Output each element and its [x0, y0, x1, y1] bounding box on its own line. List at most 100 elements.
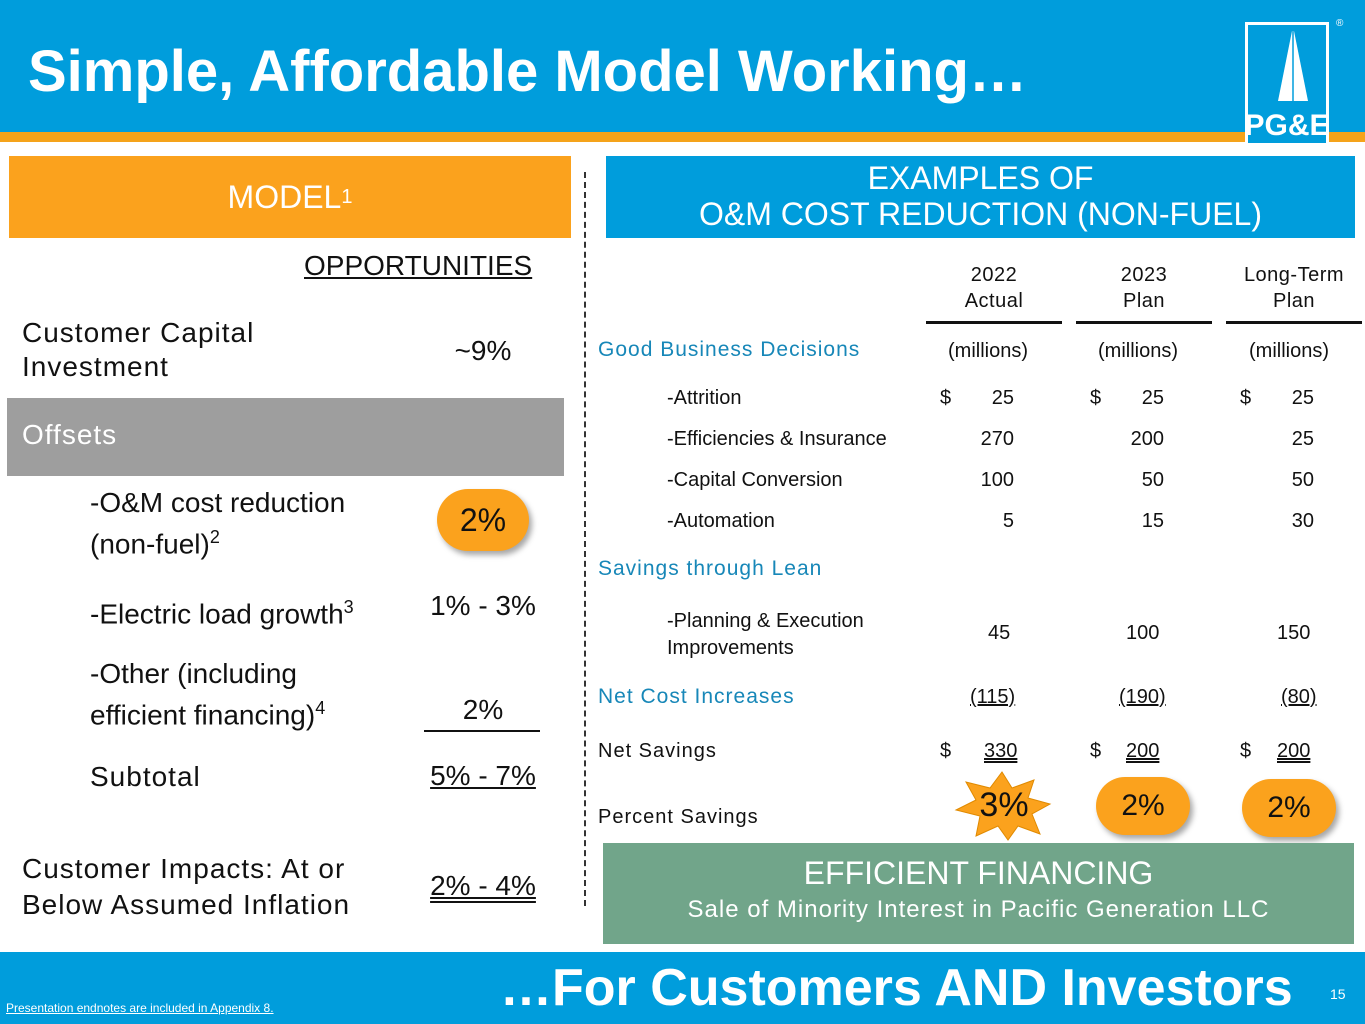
- net-savings-2023: 200: [1126, 740, 1160, 762]
- planning-label-line1: -Planning & Execution: [667, 610, 864, 632]
- currency-2022: $: [940, 387, 952, 409]
- om-label-line1: -O&M cost reduction: [90, 487, 346, 518]
- load-growth-label: -Electric load growth3: [90, 590, 354, 631]
- endnote-link[interactable]: Presentation endnotes are included in Ap…: [6, 1001, 274, 1015]
- column-rule-long-term: [1226, 321, 1362, 324]
- footer-tagline: …For Customers AND Investors: [500, 959, 1293, 1017]
- capital-conversion-2023: 50: [1141, 469, 1164, 491]
- subtotal-rule: [424, 730, 540, 732]
- net-savings-label: Net Savings: [598, 740, 717, 762]
- load-sup: 3: [343, 597, 354, 617]
- other-financing-value: 2%: [462, 694, 504, 725]
- attrition-long-term: 25: [1291, 387, 1314, 409]
- lean-label: Savings through Lean: [598, 557, 823, 580]
- model-header: MODEL 1: [9, 156, 571, 238]
- planning-long-term: 150: [1277, 622, 1311, 644]
- financing-title: EFFICIENT FINANCING: [803, 855, 1154, 891]
- starburst-badge-2022: [954, 771, 1052, 841]
- offsets-label: Offsets: [22, 419, 118, 450]
- attrition-label: -Attrition: [667, 387, 742, 409]
- header-stripe: [0, 132, 1365, 142]
- planning-2023: 100: [1126, 622, 1160, 644]
- column-header-long-term: Long-Term Plan: [1224, 262, 1364, 314]
- pge-logo: PG&E: [1244, 22, 1330, 146]
- currency-2023: $: [1090, 387, 1102, 409]
- other-label-line1: -Other (including: [90, 658, 297, 689]
- capital-investment-label: Customer Capital Investment: [22, 316, 254, 384]
- capital-label-line2: Investment: [22, 351, 169, 382]
- om-reduction-badge: 2%: [437, 489, 529, 551]
- automation-label: -Automation: [667, 510, 775, 532]
- customer-impacts-value: 2% - 4%: [430, 870, 536, 901]
- net-savings-currency-long-term: $: [1240, 740, 1252, 762]
- column-divider: [584, 172, 586, 906]
- column-rule-2023: [1076, 321, 1212, 324]
- net-savings-long-term: 200: [1277, 740, 1311, 762]
- header-bar: [0, 0, 1365, 132]
- load-growth-value: 1% - 3%: [430, 590, 536, 621]
- examples-title-line1: EXAMPLES OF: [867, 160, 1094, 196]
- subtotal-label: Subtotal: [90, 761, 201, 792]
- currency-long-term: $: [1240, 387, 1252, 409]
- financing-subtitle: Sale of Minority Interest in Pacific Gen…: [687, 896, 1270, 923]
- offsets-bar: [7, 398, 564, 476]
- units-2022: (millions): [948, 340, 1028, 362]
- other-label-line2: efficient financing): [90, 699, 316, 731]
- attrition-2022: 25: [991, 387, 1014, 409]
- planning-2022: 45: [988, 622, 1011, 644]
- efficient-financing-box: EFFICIENT FINANCING Sale of Minority Int…: [603, 843, 1354, 944]
- col-2023-line2: Plan: [1122, 290, 1166, 312]
- efficiencies-2022: 270: [980, 428, 1014, 450]
- other-financing-label: -Other (including efficient financing)4: [90, 657, 325, 732]
- percent-2022: 3%: [979, 786, 1029, 824]
- planning-label: -Planning & Execution Improvements: [667, 608, 864, 662]
- automation-2022: 5: [1002, 510, 1014, 532]
- net-cost-2022: (115): [970, 686, 1016, 708]
- column-rule-2022: [926, 321, 1062, 324]
- automation-2023: 15: [1141, 510, 1164, 532]
- percent-2023-badge: 2%: [1096, 777, 1190, 835]
- units-long-term: (millions): [1249, 340, 1329, 362]
- col-2023-line1: 2023: [1120, 264, 1168, 286]
- om-sup: 2: [209, 527, 220, 547]
- net-savings-2022: 330: [984, 740, 1018, 762]
- planning-label-line2: Improvements: [667, 637, 794, 659]
- capital-conversion-2022: 100: [980, 469, 1014, 491]
- net-savings-currency-2022: $: [940, 740, 952, 762]
- units-2023: (millions): [1098, 340, 1178, 362]
- load-label-text: -Electric load growth: [90, 598, 344, 630]
- impact-label-line2: Below Assumed Inflation: [22, 889, 351, 920]
- net-cost-2023: (190): [1119, 686, 1166, 708]
- automation-long-term: 30: [1291, 510, 1314, 532]
- percent-long-term-badge: 2%: [1242, 779, 1336, 837]
- other-sup: 4: [315, 698, 326, 718]
- capital-investment-value: ~9%: [454, 335, 512, 366]
- examples-title-line2: O&M COST REDUCTION (NON-FUEL): [699, 196, 1262, 232]
- efficiencies-long-term: 25: [1291, 428, 1314, 450]
- capital-conversion-long-term: 50: [1291, 469, 1314, 491]
- col-2022-line1: 2022: [970, 264, 1018, 286]
- subtotal-value: 5% - 7%: [430, 760, 536, 791]
- impact-label-line1: Customer Impacts: At or: [22, 853, 346, 884]
- col-2022-line2: Actual: [964, 290, 1024, 312]
- capital-label-line1: Customer Capital: [22, 317, 255, 348]
- customer-impacts-label: Customer Impacts: At or Below Assumed In…: [22, 851, 350, 923]
- om-reduction-label: -O&M cost reduction (non-fuel)2: [90, 486, 345, 561]
- column-header-2022: 2022 Actual: [924, 262, 1064, 314]
- registered-mark: ®: [1336, 18, 1344, 29]
- column-header-2023: 2023 Plan: [1074, 262, 1214, 314]
- percent-savings-label: Percent Savings: [598, 806, 759, 828]
- model-title-sup: 1: [341, 185, 353, 208]
- examples-header: EXAMPLES OF O&M COST REDUCTION (NON-FUEL…: [606, 156, 1355, 238]
- net-cost-long-term: (80): [1281, 686, 1317, 708]
- net-savings-currency-2023: $: [1090, 740, 1102, 762]
- om-label-line2: (non-fuel): [90, 528, 210, 560]
- model-title: MODEL: [227, 178, 342, 215]
- good-business-label: Good Business Decisions: [598, 338, 861, 361]
- page-number: 15: [1330, 986, 1346, 1002]
- col-lt-line2: Plan: [1272, 290, 1316, 312]
- opportunities-header: OPPORTUNITIES: [304, 250, 533, 281]
- capital-conversion-label: -Capital Conversion: [667, 469, 843, 491]
- footer-bar: [0, 952, 1365, 1024]
- col-lt-line1: Long-Term: [1243, 264, 1345, 286]
